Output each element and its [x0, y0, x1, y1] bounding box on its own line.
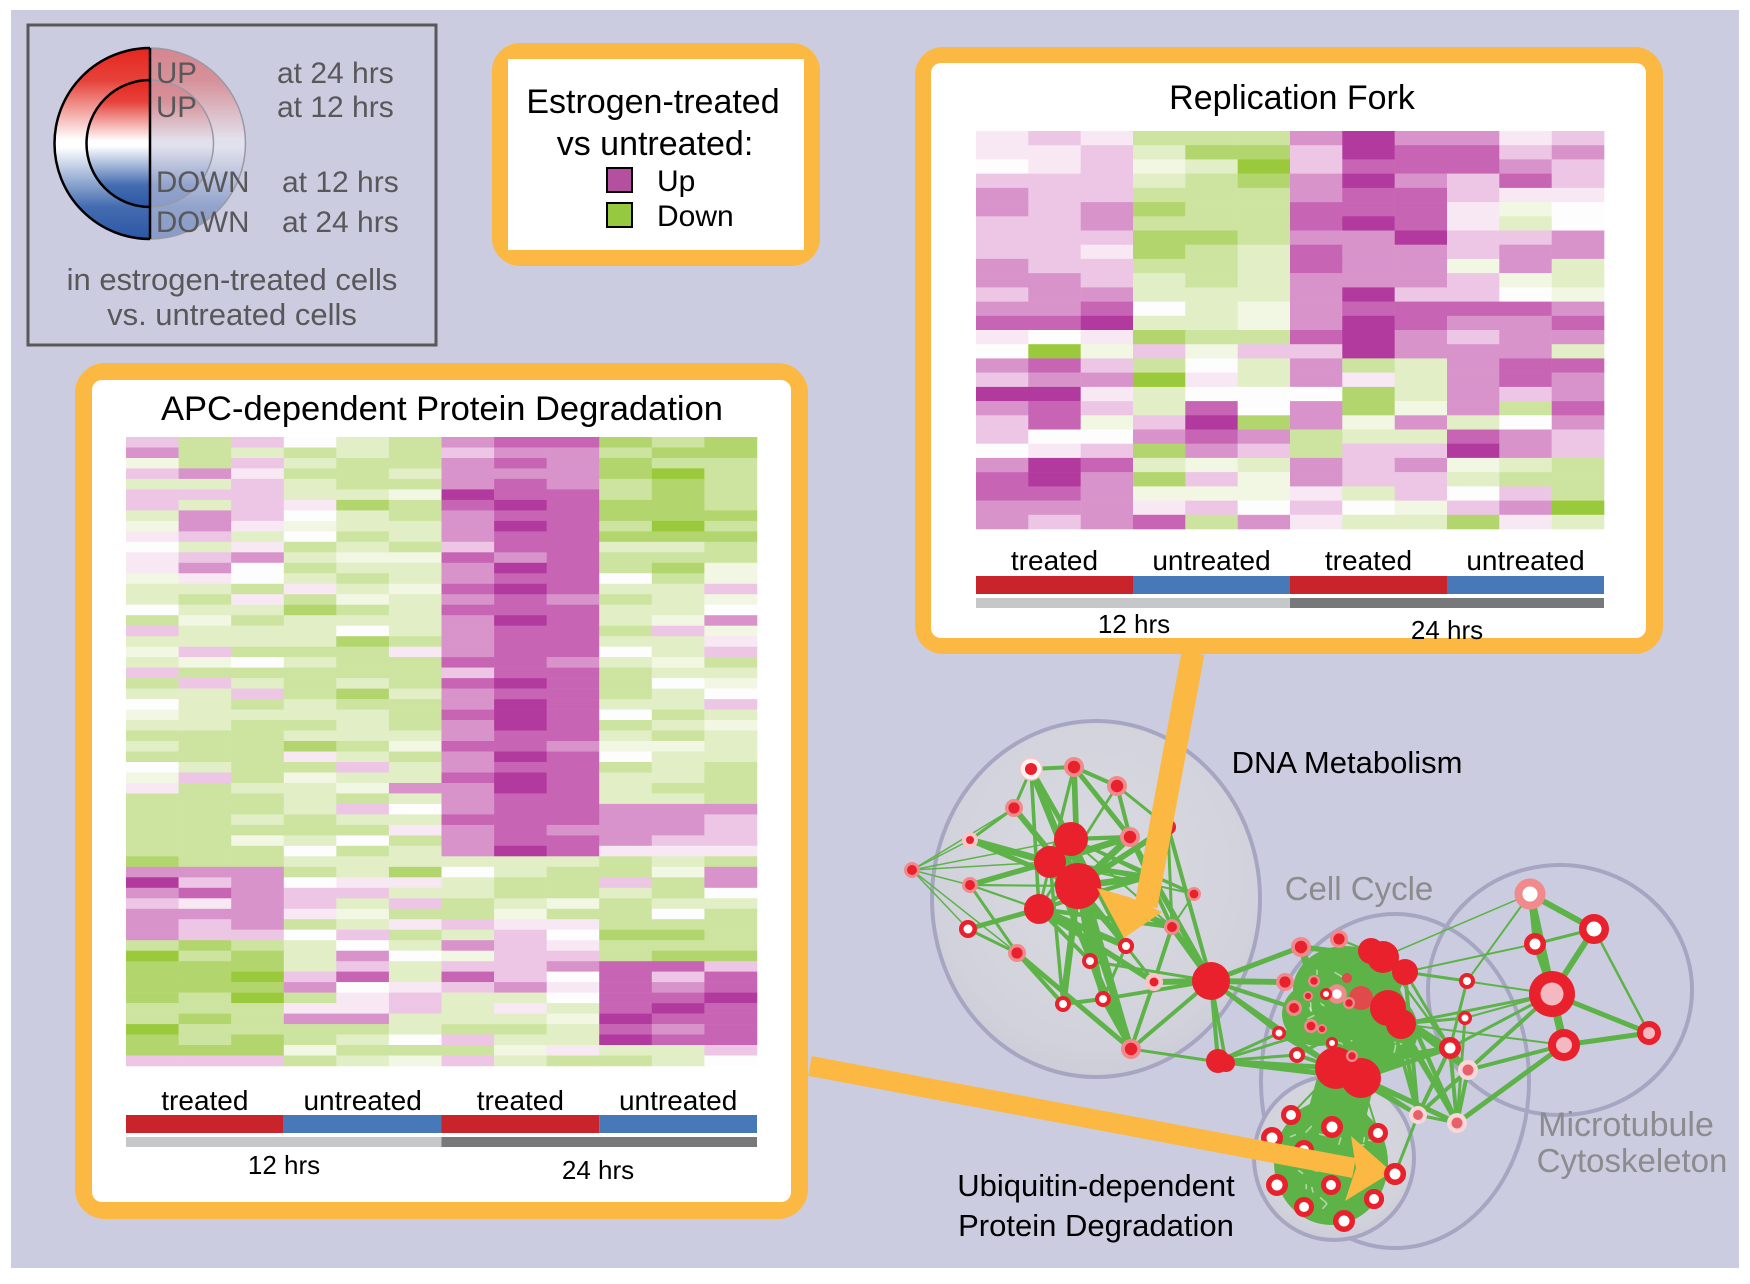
svg-text:Cytoskeleton: Cytoskeleton [1537, 1142, 1728, 1179]
svg-text:untreated: untreated [1152, 545, 1270, 576]
svg-text:UP: UP [156, 91, 197, 124]
svg-text:vs. untreated cells: vs. untreated cells [107, 297, 357, 332]
svg-text:DNA Metabolism: DNA Metabolism [1232, 745, 1463, 780]
svg-text:untreated: untreated [1466, 545, 1584, 576]
svg-text:at 24 hrs: at 24 hrs [282, 206, 399, 239]
svg-text:untreated: untreated [619, 1085, 737, 1116]
svg-text:Cell Cycle: Cell Cycle [1285, 870, 1434, 907]
svg-text:untreated: untreated [303, 1085, 421, 1116]
svg-text:Down: Down [657, 200, 734, 233]
svg-text:at 12 hrs: at 12 hrs [277, 91, 394, 124]
svg-text:12 hrs: 12 hrs [1098, 609, 1170, 639]
svg-text:APC-dependent Protein Degradat: APC-dependent Protein Degradation [161, 390, 723, 428]
svg-text:24 hrs: 24 hrs [1411, 615, 1483, 645]
svg-text:DOWN: DOWN [156, 206, 249, 239]
svg-text:Ubiquitin-dependent: Ubiquitin-dependent [957, 1168, 1235, 1203]
svg-text:treated: treated [1011, 545, 1098, 576]
svg-text:treated: treated [161, 1085, 248, 1116]
svg-text:Microtubule: Microtubule [1538, 1106, 1714, 1144]
svg-text:UP: UP [156, 57, 197, 90]
svg-text:24 hrs: 24 hrs [562, 1155, 634, 1185]
svg-text:Up: Up [657, 165, 695, 198]
svg-text:treated: treated [477, 1085, 564, 1116]
svg-text:12 hrs: 12 hrs [248, 1150, 320, 1180]
svg-text:vs untreated:: vs untreated: [557, 125, 754, 163]
svg-text:at 12 hrs: at 12 hrs [282, 166, 399, 199]
svg-text:Estrogen-treated: Estrogen-treated [526, 83, 779, 121]
svg-text:Replication Fork: Replication Fork [1169, 79, 1416, 117]
svg-text:at 24 hrs: at 24 hrs [277, 57, 394, 90]
svg-text:treated: treated [1325, 545, 1412, 576]
svg-text:DOWN: DOWN [156, 166, 249, 199]
svg-text:Protein Degradation: Protein Degradation [958, 1208, 1234, 1243]
svg-text:in estrogen-treated cells: in estrogen-treated cells [67, 262, 398, 297]
